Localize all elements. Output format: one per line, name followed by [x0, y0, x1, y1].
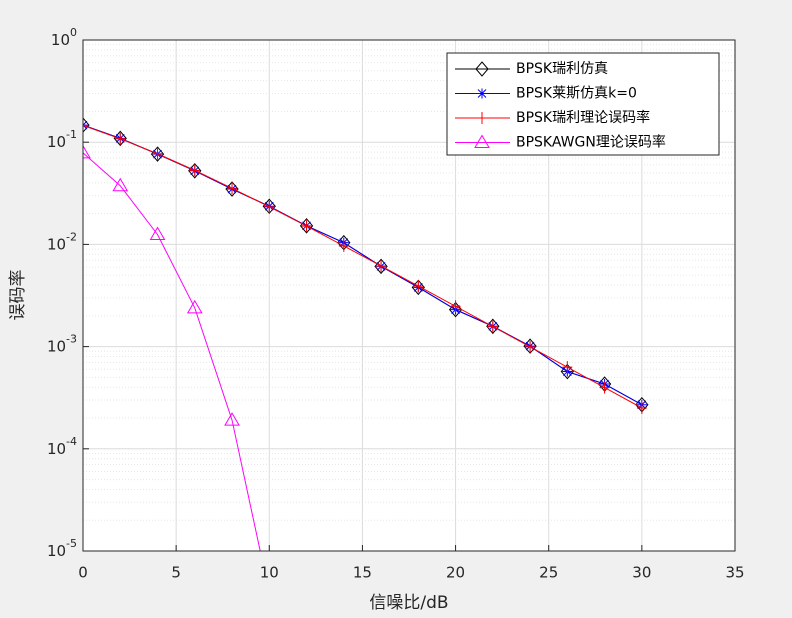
marker — [189, 164, 200, 177]
marker — [113, 130, 127, 147]
marker — [224, 412, 240, 426]
marker — [83, 144, 91, 159]
marker — [525, 340, 536, 353]
marker — [112, 177, 129, 192]
marker — [227, 182, 238, 195]
x-tick-label: 30 — [632, 564, 651, 582]
marker — [474, 134, 490, 148]
x-tick-label: 35 — [725, 564, 744, 582]
y-tick-label: 10-1 — [47, 128, 77, 151]
legend-label: BPSK莱斯仿真k=0 — [516, 86, 637, 102]
marker — [264, 200, 275, 213]
marker — [413, 280, 424, 293]
legend-label: BPSK瑞利理论误码率 — [516, 109, 650, 126]
marker — [562, 361, 573, 374]
marker — [450, 300, 461, 313]
y-tick-label: 10-4 — [47, 435, 77, 458]
marker — [186, 299, 203, 314]
series-line — [83, 152, 261, 551]
marker — [83, 119, 88, 132]
marker — [301, 220, 312, 233]
y-axis-label: 误码率 — [8, 270, 28, 321]
legend-label: BPSK瑞利仿真 — [516, 61, 608, 77]
marker — [152, 147, 163, 160]
marker — [376, 259, 387, 272]
legend-box — [446, 52, 720, 156]
y-tick-label: 100 — [51, 26, 77, 49]
x-tick-label: 10 — [260, 564, 279, 582]
x-tick-label: 25 — [539, 564, 558, 582]
y-tick-label: 10-2 — [47, 230, 77, 253]
series-line — [83, 124, 643, 409]
marker — [599, 381, 610, 394]
marker — [262, 586, 276, 598]
marker — [149, 226, 166, 240]
marker — [477, 112, 487, 124]
marker — [83, 117, 90, 133]
axes-box — [82, 39, 736, 552]
x-tick-label: 0 — [78, 564, 88, 582]
y-tick-label: 10-3 — [47, 333, 77, 356]
legend-label: BPSKAWGN理论误码率 — [516, 134, 666, 151]
x-tick-label: 15 — [353, 564, 372, 582]
marker — [475, 61, 489, 77]
marker — [338, 239, 349, 252]
x-tick-label: 20 — [446, 564, 465, 582]
y-tick-label: 10-5 — [47, 537, 77, 560]
marker — [115, 132, 126, 145]
marker — [636, 401, 647, 414]
marker — [477, 88, 487, 99]
marker — [487, 320, 498, 333]
x-tick-label: 5 — [171, 564, 181, 582]
x-axis-label: 信噪比/dB — [369, 593, 448, 613]
